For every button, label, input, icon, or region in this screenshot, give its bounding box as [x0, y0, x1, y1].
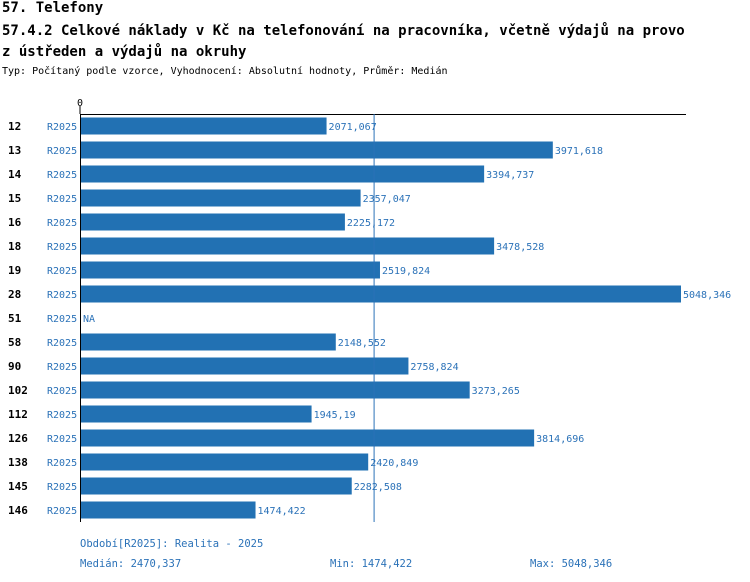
- bar-value-label: 2148,552: [338, 338, 386, 349]
- series-label: R2025: [47, 362, 77, 373]
- bar-value-label: 3394,737: [486, 170, 534, 181]
- bar-value-label: 5048,346: [683, 290, 731, 301]
- bar-value-label: 2225,172: [347, 218, 395, 229]
- series-label: R2025: [47, 266, 77, 277]
- row-id-label: 14: [8, 168, 22, 181]
- bar: [80, 117, 327, 135]
- row-id-label: 138: [8, 456, 28, 469]
- bar: [80, 165, 485, 183]
- footer-min: Min: 1474,422: [330, 558, 413, 570]
- bar: [80, 477, 352, 495]
- row-id-label: 19: [8, 264, 21, 277]
- series-label: R2025: [47, 314, 77, 325]
- row-id-label: 145: [8, 480, 28, 493]
- row-id-label: 28: [8, 288, 21, 301]
- bar: [80, 453, 369, 471]
- series-label: R2025: [47, 506, 77, 517]
- bar-value-label: 2357,047: [363, 194, 411, 205]
- bar-value-label: 2519,824: [382, 266, 430, 277]
- series-label: R2025: [47, 338, 77, 349]
- series-label: R2025: [47, 386, 77, 397]
- chart-title-line2: z ústředen a výdajů na okruhy: [2, 44, 247, 60]
- row-id-label: 12: [8, 120, 21, 133]
- series-label: R2025: [47, 146, 77, 157]
- chart-title: 57.4.2 Celkové náklady v Kč na telefonov…: [2, 21, 748, 63]
- bar: [80, 381, 470, 399]
- zero-tick-label: 0: [77, 98, 83, 109]
- chart-type-info: Typ: Počítaný podle vzorce, Vyhodnocení:…: [2, 66, 448, 77]
- bar-value-label: 2758,824: [410, 362, 458, 373]
- row-id-label: 13: [8, 144, 21, 157]
- series-label: R2025: [47, 458, 77, 469]
- bar: [80, 141, 553, 159]
- bar: [80, 189, 361, 207]
- bar-value-label: 3273,265: [472, 386, 520, 397]
- series-label: R2025: [47, 122, 77, 133]
- bar-value-label: 3478,528: [496, 242, 544, 253]
- page-title: 57. Telefony: [2, 0, 104, 16]
- bar-value-label: 3971,618: [555, 146, 603, 157]
- bar: [80, 333, 336, 351]
- footer-median: Medián: 2470,337: [80, 558, 182, 570]
- bar-value-label: 2282,508: [354, 482, 402, 493]
- series-label: R2025: [47, 194, 77, 205]
- row-id-label: 112: [8, 408, 28, 421]
- series-label: R2025: [47, 242, 77, 253]
- series-label: R2025: [47, 410, 77, 421]
- series-label: R2025: [47, 290, 77, 301]
- bar: [80, 213, 345, 231]
- bar-value-label: 2420,849: [370, 458, 418, 469]
- series-label: R2025: [47, 218, 77, 229]
- chart-title-line1: 57.4.2 Celkové náklady v Kč na telefonov…: [2, 23, 685, 39]
- footer-max: Max: 5048,346: [530, 558, 613, 570]
- bar-value-label: NA: [83, 314, 95, 325]
- bar: [80, 405, 312, 423]
- bar-value-label: 1474,422: [258, 506, 306, 517]
- row-id-label: 90: [8, 360, 21, 373]
- series-label: R2025: [47, 482, 77, 493]
- bar: [80, 501, 256, 519]
- row-id-label: 146: [8, 504, 28, 517]
- bar-value-label: 2071,067: [329, 122, 377, 133]
- row-id-label: 126: [8, 432, 28, 445]
- bar: [80, 357, 409, 375]
- row-id-label: 16: [8, 216, 22, 229]
- row-id-label: 51: [8, 312, 22, 325]
- series-label: R2025: [47, 434, 77, 445]
- bar: [80, 429, 535, 447]
- row-id-label: 15: [8, 192, 21, 205]
- bar-value-label: 1945,19: [314, 410, 356, 421]
- row-id-label: 58: [8, 336, 21, 349]
- footer-period: Období[R2025]: Realita - 2025: [80, 538, 264, 550]
- series-label: R2025: [47, 170, 77, 181]
- bar: [80, 285, 681, 303]
- bar: [80, 261, 380, 279]
- row-id-label: 18: [8, 240, 21, 253]
- bar-value-label: 3814,696: [536, 434, 584, 445]
- bar: [80, 237, 495, 255]
- row-id-label: 102: [8, 384, 28, 397]
